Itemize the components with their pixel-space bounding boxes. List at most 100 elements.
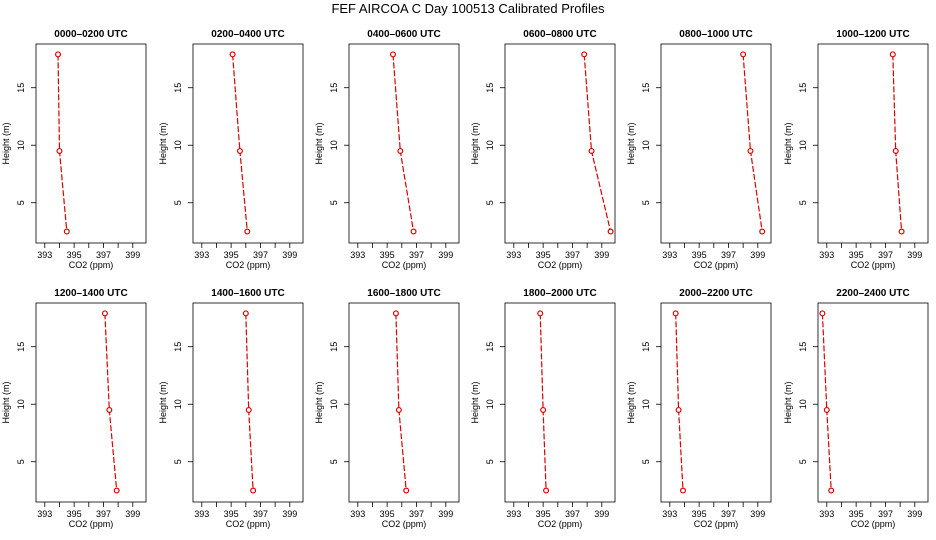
x-tick-label: 393 bbox=[37, 509, 52, 519]
x-tick-label: 397 bbox=[96, 509, 111, 519]
y-tick-label: 5 bbox=[798, 200, 808, 205]
x-tick-label: 399 bbox=[907, 509, 922, 519]
x-tick-label: 395 bbox=[380, 250, 395, 260]
panel-7: 1200–1400 UTC 393 395 397 399 5 10 15 CO2 (ppm) H… bbox=[1, 288, 147, 529]
chart-title: FEF AIRCOA C Day 100513 Calibrated Profi… bbox=[331, 1, 605, 16]
x-tick-label: 395 bbox=[849, 509, 864, 519]
y-tick-label: 15 bbox=[641, 342, 651, 352]
y-tick-label: 10 bbox=[329, 399, 339, 409]
data-point bbox=[588, 147, 595, 154]
x-tick-label: 393 bbox=[350, 509, 365, 519]
data-point bbox=[898, 228, 905, 235]
data-point bbox=[540, 406, 547, 413]
profile-line bbox=[104, 313, 118, 491]
panel-title: 1200–1400 UTC bbox=[54, 288, 127, 299]
x-tick-label: 397 bbox=[96, 250, 111, 260]
x-tick-label: 397 bbox=[878, 250, 893, 260]
data-point bbox=[244, 228, 251, 235]
data-point bbox=[828, 487, 835, 494]
y-tick-label: 15 bbox=[173, 342, 183, 352]
y-axis-label: Height (m) bbox=[783, 122, 793, 164]
y-tick-label: 10 bbox=[798, 140, 808, 150]
plot-frame bbox=[504, 302, 616, 503]
data-point bbox=[543, 487, 550, 494]
x-tick-label: 395 bbox=[536, 250, 551, 260]
x-tick-label: 393 bbox=[819, 250, 834, 260]
y-tick-label: 15 bbox=[485, 83, 495, 93]
panel-title: 0000–0200 UTC bbox=[54, 29, 127, 40]
profile-line bbox=[392, 54, 415, 232]
panel-title: 0200–0400 UTC bbox=[211, 29, 284, 40]
data-point bbox=[390, 51, 397, 58]
x-tick-label: 399 bbox=[125, 509, 140, 519]
plot-frame bbox=[504, 43, 616, 244]
data-point bbox=[747, 147, 754, 154]
x-tick-label: 395 bbox=[67, 250, 82, 260]
y-tick-label: 15 bbox=[329, 83, 339, 93]
plot-frame bbox=[660, 43, 772, 244]
data-point bbox=[889, 51, 896, 58]
x-axis-label: CO2 (ppm) bbox=[538, 260, 583, 270]
panel-4: 0600–0800 UTC 393 395 397 399 5 10 15 CO2 (ppm) H… bbox=[470, 29, 616, 270]
panel-title: 2000–2200 UTC bbox=[679, 288, 752, 299]
x-axis-label: CO2 (ppm) bbox=[694, 260, 739, 270]
x-tick-label: 395 bbox=[692, 509, 707, 519]
panel-title: 1600–1800 UTC bbox=[367, 288, 440, 299]
y-tick-label: 15 bbox=[16, 342, 26, 352]
x-axis-label: CO2 (ppm) bbox=[226, 260, 271, 270]
y-tick-label: 10 bbox=[641, 140, 651, 150]
x-tick-label: 395 bbox=[224, 250, 239, 260]
data-point bbox=[395, 406, 402, 413]
y-tick-label: 5 bbox=[173, 459, 183, 464]
data-point bbox=[106, 406, 113, 413]
x-axis-label: CO2 (ppm) bbox=[694, 519, 739, 529]
x-axis-label: CO2 (ppm) bbox=[851, 519, 896, 529]
x-tick-label: 393 bbox=[662, 250, 677, 260]
x-tick-label: 395 bbox=[67, 509, 82, 519]
y-tick-label: 15 bbox=[329, 342, 339, 352]
y-axis-label: Height (m) bbox=[1, 381, 11, 423]
y-tick-label: 5 bbox=[485, 459, 495, 464]
profile-line bbox=[583, 54, 612, 232]
x-tick-label: 393 bbox=[194, 250, 209, 260]
profile-line bbox=[245, 313, 254, 491]
data-point bbox=[54, 51, 61, 58]
x-tick-label: 397 bbox=[409, 250, 424, 260]
data-point bbox=[101, 310, 108, 317]
data-point bbox=[819, 310, 826, 317]
data-point bbox=[823, 406, 830, 413]
profile-line bbox=[395, 313, 407, 491]
panel-title: 0400–0600 UTC bbox=[367, 29, 440, 40]
y-axis-label: Height (m) bbox=[626, 381, 636, 423]
x-axis-label: CO2 (ppm) bbox=[226, 519, 271, 529]
data-point bbox=[392, 310, 399, 317]
y-axis-label: Height (m) bbox=[626, 122, 636, 164]
x-tick-label: 395 bbox=[224, 509, 239, 519]
x-tick-label: 399 bbox=[438, 250, 453, 260]
x-tick-label: 395 bbox=[849, 250, 864, 260]
data-point bbox=[250, 487, 257, 494]
x-tick-label: 397 bbox=[721, 509, 736, 519]
x-tick-label: 397 bbox=[409, 509, 424, 519]
x-tick-label: 399 bbox=[907, 250, 922, 260]
plot-frame bbox=[348, 302, 460, 503]
x-tick-label: 397 bbox=[878, 509, 893, 519]
panel-title: 1000–1200 UTC bbox=[836, 29, 909, 40]
y-tick-label: 10 bbox=[173, 140, 183, 150]
plot-frame bbox=[192, 43, 304, 244]
y-tick-label: 10 bbox=[485, 399, 495, 409]
x-tick-label: 393 bbox=[819, 509, 834, 519]
plot-frame bbox=[817, 302, 929, 503]
panel-title: 0600–0800 UTC bbox=[523, 29, 596, 40]
y-tick-label: 10 bbox=[798, 399, 808, 409]
y-axis-label: Height (m) bbox=[470, 122, 480, 164]
panel-10: 1800–2000 UTC 393 395 397 399 5 10 15 CO2 (ppm) H… bbox=[470, 288, 616, 529]
data-point bbox=[892, 147, 899, 154]
data-point bbox=[740, 51, 747, 58]
y-axis-label: Height (m) bbox=[783, 381, 793, 423]
plot-frame bbox=[817, 43, 929, 244]
x-tick-label: 393 bbox=[506, 250, 521, 260]
x-tick-label: 393 bbox=[37, 250, 52, 260]
x-axis-label: CO2 (ppm) bbox=[382, 260, 427, 270]
y-tick-label: 10 bbox=[641, 399, 651, 409]
